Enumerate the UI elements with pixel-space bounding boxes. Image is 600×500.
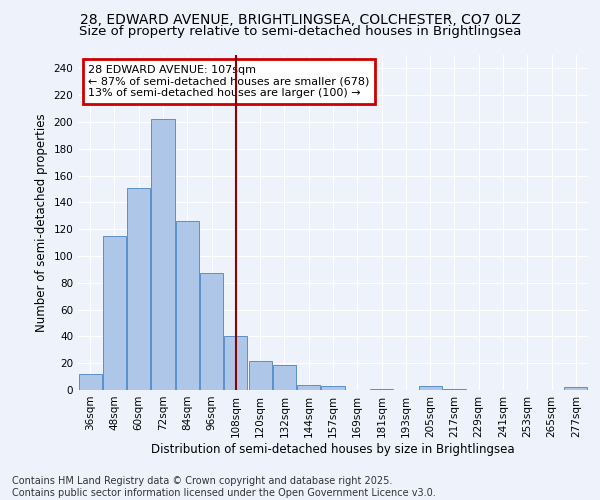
Bar bbox=[370, 388, 393, 390]
Bar bbox=[273, 364, 296, 390]
Text: Contains HM Land Registry data © Crown copyright and database right 2025.
Contai: Contains HM Land Registry data © Crown c… bbox=[12, 476, 436, 498]
Text: Size of property relative to semi-detached houses in Brightlingsea: Size of property relative to semi-detach… bbox=[79, 25, 521, 38]
Bar bbox=[565, 388, 587, 390]
Bar bbox=[322, 386, 344, 390]
Bar bbox=[297, 384, 320, 390]
Bar bbox=[127, 188, 150, 390]
Text: 28, EDWARD AVENUE, BRIGHTLINGSEA, COLCHESTER, CO7 0LZ: 28, EDWARD AVENUE, BRIGHTLINGSEA, COLCHE… bbox=[80, 12, 520, 26]
X-axis label: Distribution of semi-detached houses by size in Brightlingsea: Distribution of semi-detached houses by … bbox=[151, 442, 515, 456]
Y-axis label: Number of semi-detached properties: Number of semi-detached properties bbox=[35, 113, 48, 332]
Bar bbox=[103, 236, 126, 390]
Bar bbox=[151, 120, 175, 390]
Bar bbox=[79, 374, 101, 390]
Bar bbox=[176, 221, 199, 390]
Bar bbox=[419, 386, 442, 390]
Bar bbox=[224, 336, 247, 390]
Bar bbox=[200, 274, 223, 390]
Text: 28 EDWARD AVENUE: 107sqm
← 87% of semi-detached houses are smaller (678)
13% of : 28 EDWARD AVENUE: 107sqm ← 87% of semi-d… bbox=[88, 65, 370, 98]
Bar bbox=[248, 360, 272, 390]
Bar bbox=[443, 388, 466, 390]
